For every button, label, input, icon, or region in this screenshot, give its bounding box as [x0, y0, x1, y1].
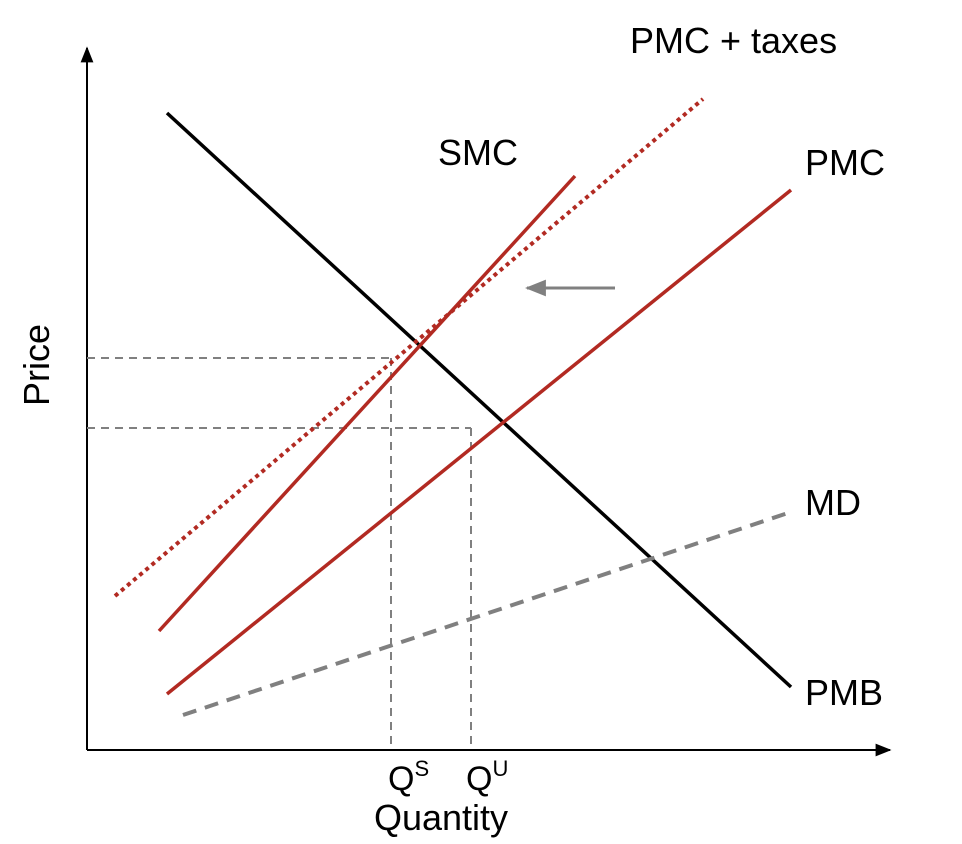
tick-q-unreg: QU	[466, 756, 508, 798]
tick-q-social-letter: Q	[388, 760, 414, 798]
tick-q-social-sup: S	[414, 756, 429, 781]
x-axis-title: Quantity	[374, 797, 508, 838]
curve-smc	[157, 174, 577, 633]
curve-pmc-taxes	[113, 97, 705, 598]
tick-q-social: QS	[388, 756, 429, 798]
tick-q-unreg-letter: Q	[466, 760, 492, 798]
label-pmb: PMB	[805, 672, 883, 713]
curve-layer	[113, 97, 793, 717]
tick-q-unreg-sup: U	[492, 756, 508, 781]
label-md: MD	[805, 482, 861, 523]
label-pmc-taxes: PMC + taxes	[630, 20, 837, 61]
curve-md	[182, 510, 792, 717]
label-smc: SMC	[438, 132, 518, 173]
curve-pmb	[165, 111, 793, 689]
curve-pmc	[165, 188, 793, 696]
label-pmc: PMC	[805, 142, 885, 183]
y-axis-title: Price	[16, 324, 57, 406]
